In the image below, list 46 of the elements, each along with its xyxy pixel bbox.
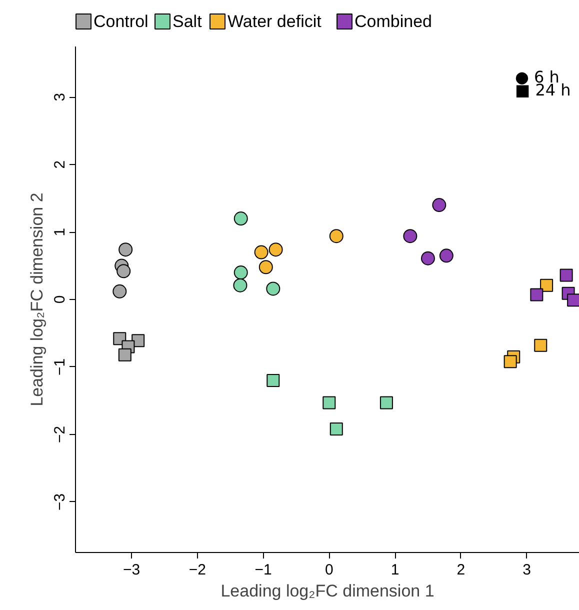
point: [234, 212, 248, 226]
point: [118, 242, 133, 257]
point: [439, 248, 454, 263]
y-tick-label: 2: [52, 160, 68, 169]
x-axis-title: Leading log₂FC dimension 1: [220, 582, 434, 600]
point: [112, 284, 127, 298]
x-tick-label: 2: [456, 562, 466, 578]
legend-label: Combined: [354, 12, 432, 31]
point: [266, 374, 280, 387]
x-tick-label: 3: [522, 562, 531, 578]
y-tick-label: 0: [52, 295, 68, 304]
point: [118, 348, 132, 362]
legend-label: Control: [94, 12, 148, 31]
point: [540, 278, 554, 292]
point: [403, 229, 418, 244]
point: [420, 251, 435, 266]
x-tick-label: −2: [188, 562, 206, 578]
point: [330, 422, 343, 436]
point: [504, 355, 517, 368]
point: [322, 396, 336, 410]
x-tick-label: 1: [390, 562, 400, 578]
point: [567, 294, 579, 307]
point: [432, 198, 446, 212]
point: [530, 288, 544, 302]
x-tick-label: −3: [122, 562, 140, 578]
legend-label: Water deficit: [228, 12, 322, 31]
y-tick-label: 1: [52, 228, 68, 236]
x-tick-label: 0: [324, 562, 334, 578]
point: [560, 268, 573, 282]
y-tick-label: −1: [52, 358, 68, 376]
point: [233, 278, 248, 292]
y-tick-label: 3: [52, 92, 68, 102]
point: [268, 242, 283, 257]
point: [534, 338, 548, 352]
point: [116, 264, 131, 278]
point: [380, 396, 393, 410]
legend-label: Salt: [172, 12, 202, 31]
point: [234, 266, 248, 280]
point: [329, 229, 344, 244]
y-tick-label: −2: [52, 426, 68, 443]
x-tick-label: −1: [254, 562, 272, 578]
point: [254, 245, 268, 260]
point: [266, 282, 280, 296]
y-tick-label: −3: [52, 493, 68, 510]
point: [258, 260, 273, 274]
y-axis-title: Leading log₂FC dimension 2: [28, 192, 46, 406]
